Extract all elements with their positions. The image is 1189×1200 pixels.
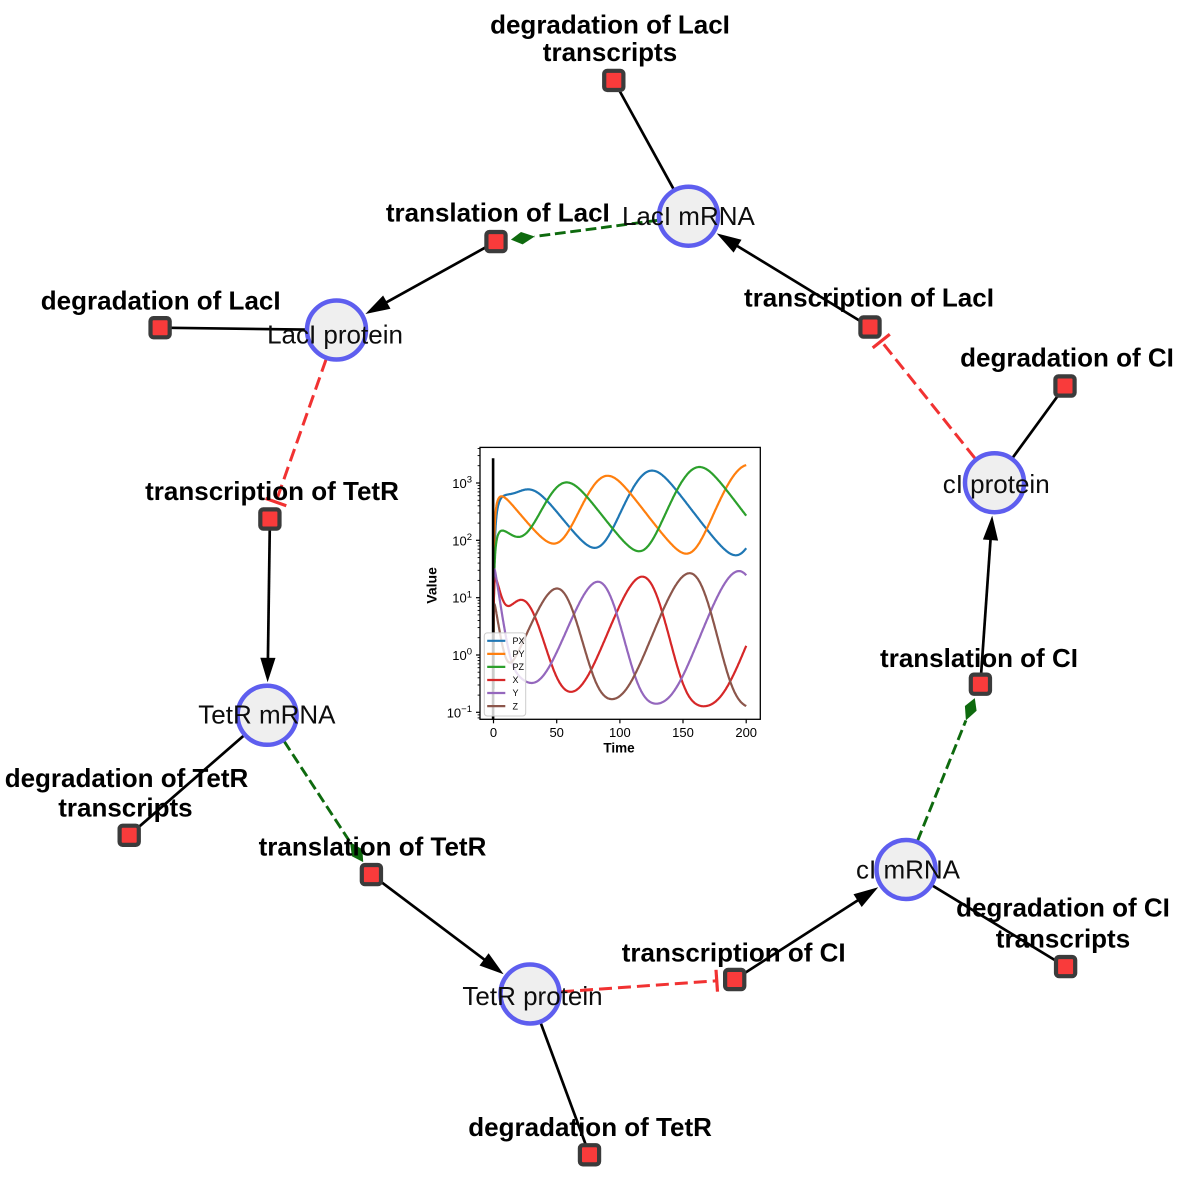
svg-text:degradation of CI: degradation of CI <box>956 893 1170 923</box>
svg-text:degradation of LacI: degradation of LacI <box>490 10 730 40</box>
svg-text:translation of TetR: translation of TetR <box>259 832 487 862</box>
svg-text:PZ: PZ <box>513 662 525 672</box>
svg-text:transcription of TetR: transcription of TetR <box>145 476 399 506</box>
svg-text:transcription of LacI: transcription of LacI <box>744 283 994 313</box>
svg-text:PX: PX <box>513 636 525 646</box>
svg-text:200: 200 <box>735 725 757 740</box>
svg-text:LacI mRNA: LacI mRNA <box>622 201 756 231</box>
svg-text:degradation of TetR: degradation of TetR <box>468 1112 712 1142</box>
svg-text:50: 50 <box>549 725 563 740</box>
svg-text:translation of LacI: translation of LacI <box>386 198 610 228</box>
svg-text:100: 100 <box>609 725 631 740</box>
svg-text:transcripts: transcripts <box>58 793 192 823</box>
svg-text:PY: PY <box>513 649 525 659</box>
svg-text:degradation of TetR: degradation of TetR <box>5 763 249 793</box>
svg-text:translation of CI: translation of CI <box>880 643 1078 673</box>
svg-text:transcription of CI: transcription of CI <box>622 938 846 968</box>
svg-text:transcripts: transcripts <box>996 924 1130 954</box>
svg-text:degradation of LacI: degradation of LacI <box>41 285 281 315</box>
svg-text:Time: Time <box>603 741 635 756</box>
svg-text:X: X <box>513 675 519 685</box>
svg-text:TetR protein: TetR protein <box>462 981 602 1011</box>
svg-text:LacI protein: LacI protein <box>267 320 403 350</box>
svg-text:cI protein: cI protein <box>943 469 1050 499</box>
svg-text:cI mRNA: cI mRNA <box>856 855 961 885</box>
svg-text:Z: Z <box>513 701 519 711</box>
svg-text:0: 0 <box>490 725 497 740</box>
svg-text:150: 150 <box>672 725 694 740</box>
svg-text:transcripts: transcripts <box>543 37 677 67</box>
svg-text:Y: Y <box>513 688 519 698</box>
svg-text:Value: Value <box>424 567 440 604</box>
svg-text:TetR mRNA: TetR mRNA <box>198 700 336 730</box>
svg-text:degradation of CI: degradation of CI <box>960 342 1174 372</box>
